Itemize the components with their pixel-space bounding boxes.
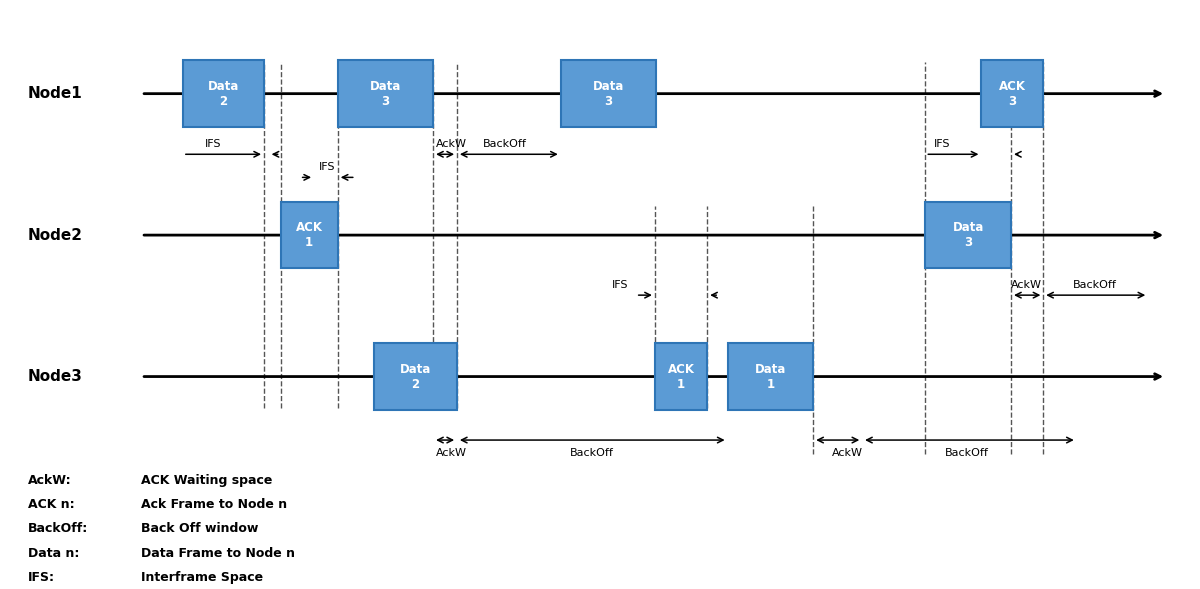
Text: AckW: AckW	[436, 448, 467, 458]
Text: IFS: IFS	[934, 139, 950, 149]
Text: Node3: Node3	[28, 369, 83, 384]
Text: IFS: IFS	[204, 139, 221, 149]
Text: ACK
1: ACK 1	[667, 363, 695, 391]
Text: Data n:: Data n:	[28, 547, 79, 560]
FancyBboxPatch shape	[560, 61, 656, 127]
Text: BackOff:: BackOff:	[28, 522, 89, 535]
Text: ACK Waiting space: ACK Waiting space	[142, 474, 272, 487]
FancyBboxPatch shape	[982, 61, 1043, 127]
Text: Data
2: Data 2	[208, 80, 239, 108]
Text: AckW: AckW	[833, 448, 863, 458]
Text: Data
3: Data 3	[370, 80, 401, 108]
Text: Data
1: Data 1	[755, 363, 786, 391]
Text: AckW: AckW	[436, 139, 467, 149]
Text: BackOff: BackOff	[1073, 280, 1116, 290]
Text: AckW: AckW	[1012, 280, 1042, 290]
Text: Node2: Node2	[28, 227, 83, 243]
Text: BackOff: BackOff	[482, 139, 527, 149]
FancyBboxPatch shape	[727, 343, 814, 410]
Text: ACK n:: ACK n:	[28, 498, 74, 511]
Text: Interframe Space: Interframe Space	[142, 571, 263, 584]
Text: Data
3: Data 3	[953, 221, 984, 249]
Text: Node1: Node1	[28, 86, 83, 101]
Text: Data
3: Data 3	[593, 80, 624, 108]
Text: Data Frame to Node n: Data Frame to Node n	[142, 547, 295, 560]
FancyBboxPatch shape	[182, 61, 264, 127]
Text: AckW:: AckW:	[28, 474, 72, 487]
Text: ACK
1: ACK 1	[295, 221, 323, 249]
Text: Ack Frame to Node n: Ack Frame to Node n	[142, 498, 287, 511]
FancyBboxPatch shape	[655, 343, 707, 410]
Text: IFS:: IFS:	[28, 571, 55, 584]
Text: IFS: IFS	[612, 280, 629, 290]
Text: BackOff: BackOff	[946, 448, 989, 458]
FancyBboxPatch shape	[281, 202, 338, 269]
FancyBboxPatch shape	[925, 202, 1012, 269]
Text: BackOff: BackOff	[570, 448, 613, 458]
Text: Back Off window: Back Off window	[142, 522, 258, 535]
FancyBboxPatch shape	[338, 61, 433, 127]
Text: IFS: IFS	[319, 162, 336, 172]
FancyBboxPatch shape	[373, 343, 457, 410]
Text: ACK
3: ACK 3	[998, 80, 1026, 108]
Text: Data
2: Data 2	[400, 363, 431, 391]
